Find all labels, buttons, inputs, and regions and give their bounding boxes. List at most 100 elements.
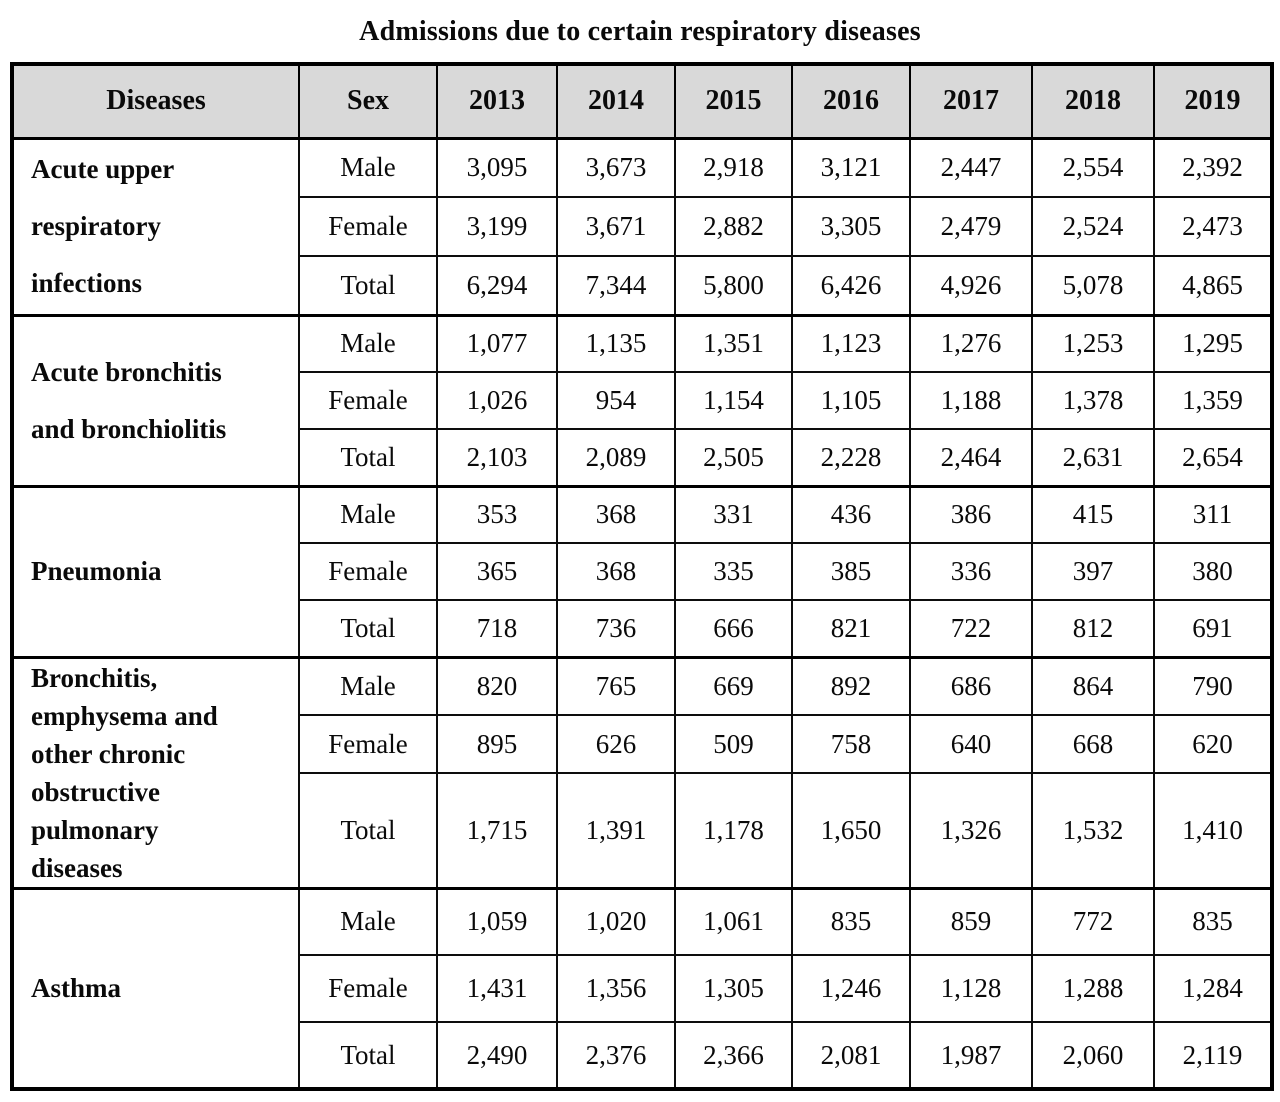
value-cell: 2,918 [674,136,793,198]
value-cell: 1,431 [436,954,558,1023]
value-cell: 640 [909,714,1033,774]
table-header: Diseases Sex 2013 2014 2015 2016 2017 20… [11,63,1273,140]
value-cell: 368 [556,484,676,544]
value-cell: 1,276 [909,313,1033,373]
sex-cell: Female [298,714,438,774]
value-cell: 5,078 [1031,255,1155,316]
value-cell: 1,305 [674,954,793,1023]
value-cell: 1,987 [909,1021,1033,1090]
value-cell: 1,123 [791,313,911,373]
value-cell: 2,447 [909,136,1033,198]
value-cell: 2,366 [674,1021,793,1090]
table-row: Total 2,490 2,376 2,366 2,081 1,987 2,060 2,119 [12,1021,1273,1090]
value-cell: 820 [436,655,558,716]
value-cell: 835 [791,886,911,956]
disease-cell: Bronchitis, emphysema and other chronic … [11,655,300,889]
value-cell: 835 [1153,886,1273,956]
sex-cell: Total [298,428,438,487]
value-cell: 1,077 [436,313,558,373]
col-header-2013: 2013 [436,63,558,140]
value-cell: 2,089 [556,428,676,487]
value-cell: 2,554 [1031,136,1155,198]
value-cell: 3,673 [556,136,676,198]
value-cell: 365 [436,542,558,601]
value-cell: 311 [1153,484,1273,544]
sex-cell: Male [298,313,438,373]
value-cell: 3,095 [436,136,558,198]
value-cell: 2,490 [436,1021,558,1090]
value-cell: 386 [909,484,1033,544]
sex-cell: Female [298,371,438,430]
value-cell: 1,295 [1153,313,1273,373]
value-cell: 3,305 [791,196,911,257]
table-row: Female 3,199 3,671 2,882 3,305 2,479 2,524 2,47… [12,196,1273,257]
value-cell: 666 [674,599,793,658]
page-title: Admissions due to certain respiratory di… [359,16,921,47]
col-header-2018: 2018 [1031,63,1155,140]
value-cell: 722 [909,599,1033,658]
value-cell: 626 [556,714,676,774]
col-header-2016: 2016 [791,63,911,140]
value-cell: 864 [1031,655,1155,716]
value-cell: 2,060 [1031,1021,1155,1090]
table-row: Pneumonia Male 353 368 331 436 386 415 311 [11,484,1273,658]
sex-cell: Male [298,484,438,544]
value-cell: 2,654 [1153,428,1273,487]
value-cell: 736 [556,599,676,658]
value-cell: 4,926 [909,255,1033,316]
value-cell: 1,020 [556,886,676,956]
value-cell: 380 [1153,542,1273,601]
table-row: Female 365 368 335 385 336 397 380 [12,542,1273,601]
table-row: Total 6,294 7,344 5,800 6,426 4,926 5,078 4,865 [12,255,1273,316]
value-cell: 3,671 [556,196,676,257]
value-cell: 335 [674,542,793,601]
value-cell: 669 [674,655,793,716]
sex-cell: Male [298,886,438,956]
value-cell: 2,376 [556,1021,676,1090]
value-cell: 331 [674,484,793,544]
value-cell: 336 [909,542,1033,601]
sex-cell: Total [298,772,438,889]
value-cell: 6,426 [791,255,911,316]
value-cell: 1,188 [909,371,1033,430]
value-cell: 2,479 [909,196,1033,257]
value-cell: 1,356 [556,954,676,1023]
col-header-2019: 2019 [1153,63,1273,140]
value-cell: 1,178 [674,772,793,889]
value-cell: 1,326 [909,772,1033,889]
value-cell: 3,121 [791,136,911,198]
value-cell: 353 [436,484,558,544]
value-cell: 1,105 [791,371,911,430]
value-cell: 1,253 [1031,313,1155,373]
value-cell: 1,410 [1153,772,1273,889]
value-cell: 1,284 [1153,954,1273,1023]
value-cell: 1,246 [791,954,911,1023]
col-header-diseases: Diseases [11,63,300,140]
value-cell: 1,154 [674,371,793,430]
disease-cell: Acute bronchitis and bronchiolitis [11,313,300,487]
value-cell: 691 [1153,599,1273,658]
table-row: Bronchitis, emphysema and other chronic … [11,655,1273,889]
value-cell: 1,135 [556,313,676,373]
value-cell: 758 [791,714,911,774]
value-cell: 1,532 [1031,772,1155,889]
sex-cell: Total [298,1021,438,1090]
value-cell: 1,128 [909,954,1033,1023]
value-cell: 6,294 [436,255,558,316]
value-cell: 3,199 [436,196,558,257]
table-row: Total 1,715 1,391 1,178 1,650 1,326 1,532 1,410 [12,772,1273,889]
value-cell: 1,059 [436,886,558,956]
value-cell: 892 [791,655,911,716]
sex-cell: Female [298,954,438,1023]
value-cell: 821 [791,599,911,658]
value-cell: 2,103 [436,428,558,487]
value-cell: 436 [791,484,911,544]
value-cell: 1,391 [556,772,676,889]
value-cell: 1,359 [1153,371,1273,430]
value-cell: 2,882 [674,196,793,257]
table-row: Acute upper respiratory infections Male 3,… [11,136,1273,316]
table-row: Female 1,026 954 1,154 1,105 1,188 1,378 1,359 [12,371,1273,430]
sex-cell: Female [298,542,438,601]
value-cell: 895 [436,714,558,774]
